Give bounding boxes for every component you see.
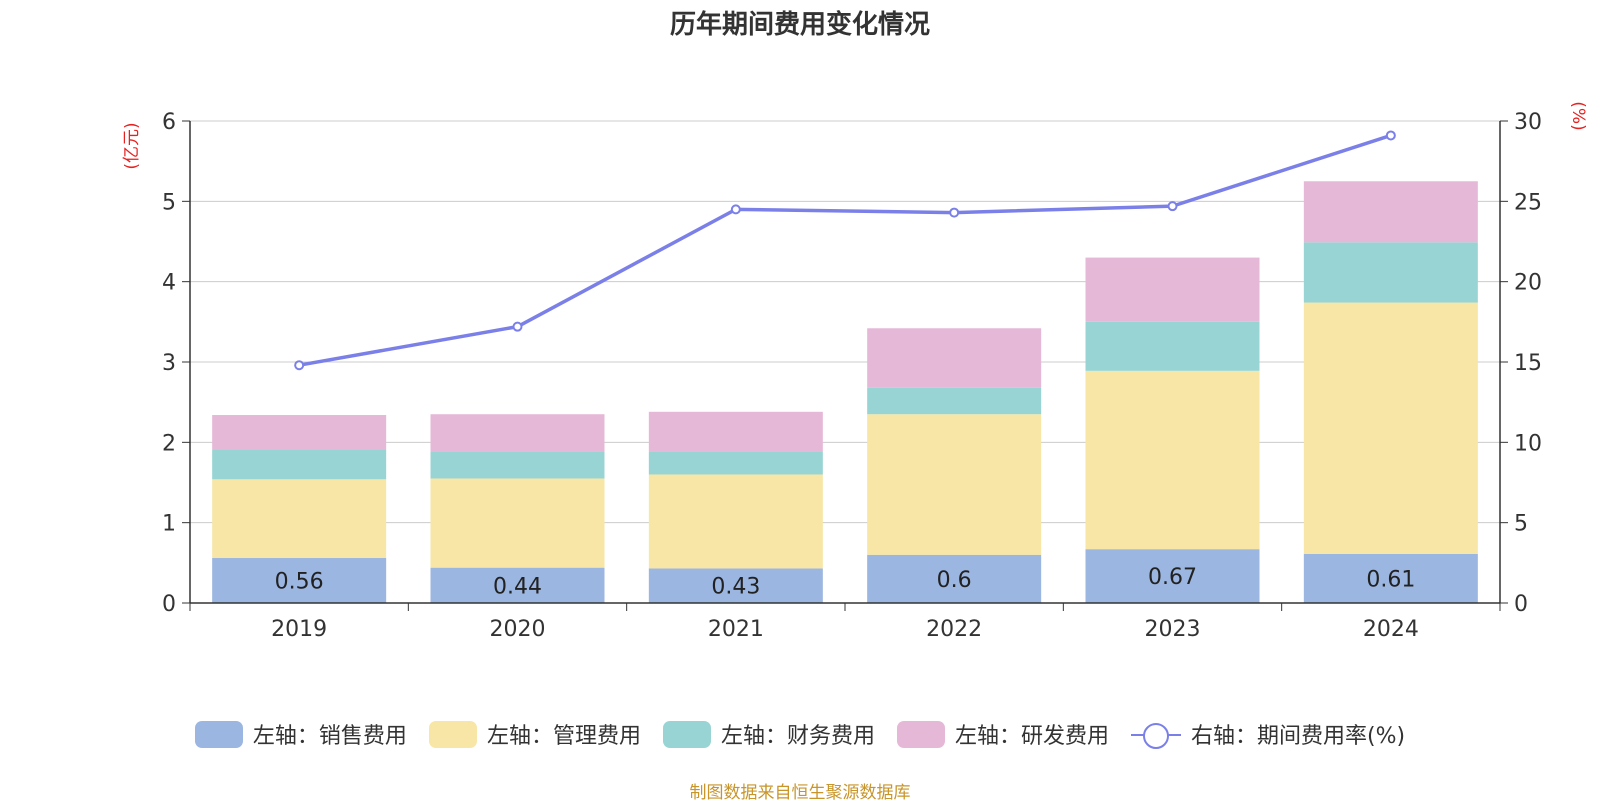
y-left-tick-label: 0 <box>162 592 176 617</box>
legend-label: 左轴：研发费用 <box>954 724 1109 749</box>
rate-line-point <box>1385 130 1396 141</box>
legend-item[interactable]: 左轴：财务费用 <box>662 718 875 750</box>
y-left-tick-label: 1 <box>162 512 176 537</box>
rate-line-point <box>1167 201 1178 212</box>
bar-segment <box>648 568 823 603</box>
y-right-tick-label: 5 <box>1514 512 1528 537</box>
y-right-axis-label: (%) <box>1568 101 1588 130</box>
y-right-tick-label: 10 <box>1514 431 1542 456</box>
y-right-tick-label: 15 <box>1514 351 1542 376</box>
rate-line-point <box>294 360 305 371</box>
legend-label: 右轴：期间费用率(%) <box>1190 724 1406 749</box>
gridlines <box>190 120 1500 524</box>
bar-data-label: 0.61 <box>1366 567 1415 592</box>
bar-segment <box>648 451 823 475</box>
rate-line-point <box>730 204 741 215</box>
legend: 左轴：销售费用 左轴：管理费用 左轴：财务费用 左轴：研发费用 右轴：期间费用率(%) <box>0 718 1600 750</box>
bar-segment <box>430 414 605 452</box>
chart-title: 历年期间费用变化情况 <box>669 10 930 40</box>
x-tick-label: 2022 <box>926 617 982 642</box>
y-left-tick-label: 3 <box>162 351 176 376</box>
rate-line-point <box>512 321 523 332</box>
legend-item[interactable]: 右轴：期间费用率(%) <box>1130 718 1406 750</box>
bar-data-label: 0.44 <box>493 574 542 599</box>
legend-label: 左轴：管理费用 <box>486 724 641 749</box>
y-left-axis-label: (亿元) <box>122 122 142 169</box>
x-tick-label: 2020 <box>490 617 546 642</box>
bar-segment <box>430 567 605 603</box>
bar-segment <box>212 449 387 480</box>
x-tick-label: 2023 <box>1145 617 1201 642</box>
bar-segment <box>1303 181 1478 243</box>
y-right-tick-label: 0 <box>1514 592 1528 617</box>
bar-segment <box>1085 257 1260 322</box>
legend-line-marker-icon <box>1130 721 1181 749</box>
bar-segment <box>212 415 387 450</box>
bar-data-label: 0.67 <box>1148 565 1197 590</box>
bar-segment <box>1085 549 1260 603</box>
rate-line-point <box>949 207 960 218</box>
bar-segment <box>867 328 1042 388</box>
legend-swatch <box>194 720 243 748</box>
x-tick-label: 2019 <box>271 617 327 642</box>
bar-segment <box>1085 321 1260 371</box>
bar-segment <box>648 474 823 569</box>
legend-item[interactable]: 左轴：研发费用 <box>896 718 1109 750</box>
x-tick-label: 2021 <box>708 617 764 642</box>
bar-segment <box>1303 242 1478 303</box>
bar-segment <box>867 414 1042 555</box>
bar-segment <box>648 411 823 452</box>
bar-segment <box>867 554 1042 603</box>
legend-swatch <box>662 720 711 748</box>
x-tick-label: 2024 <box>1363 617 1419 642</box>
line-layer <box>294 130 1396 371</box>
bar-segment <box>1303 553 1478 603</box>
legend-item[interactable]: 左轴：销售费用 <box>194 718 407 750</box>
legend-label: 左轴：财务费用 <box>720 724 875 749</box>
bar-segment <box>430 478 605 568</box>
bar-data-label: 0.56 <box>275 570 324 595</box>
y-left-tick-label: 6 <box>162 110 176 135</box>
y-left-tick-label: 4 <box>162 271 176 296</box>
bar-layer <box>212 181 1478 603</box>
rate-line <box>298 133 1392 367</box>
source-note: 制图数据来自恒生聚源数据库 <box>689 783 911 803</box>
y-right-tick-label: 30 <box>1514 110 1542 135</box>
data-labels: 0.56 0.44 0.43 0.6 0.67 0.61 <box>275 565 1416 600</box>
y-right-tick-label: 25 <box>1514 190 1542 215</box>
bar-segment <box>212 479 387 559</box>
axes: 0 1 2 3 4 5 6 0 5 10 15 20 25 30 (亿元) (%) 2019 2020 2021 20… <box>122 101 1588 642</box>
legend-item[interactable]: 左轴：管理费用 <box>428 718 641 750</box>
legend-swatch <box>896 720 945 748</box>
y-right-tick-label: 20 <box>1514 271 1542 296</box>
legend-swatch <box>428 720 477 748</box>
bar-segment <box>1085 370 1260 550</box>
bar-segment <box>212 558 387 603</box>
bar-data-label: 0.6 <box>937 568 972 593</box>
bar-segment <box>430 451 605 479</box>
y-left-tick-label: 5 <box>162 190 176 215</box>
bar-segment <box>1303 302 1478 554</box>
legend-label: 左轴：销售费用 <box>252 724 407 749</box>
y-left-tick-label: 2 <box>162 431 176 456</box>
bar-data-label: 0.43 <box>711 575 760 600</box>
bar-segment <box>867 387 1042 415</box>
